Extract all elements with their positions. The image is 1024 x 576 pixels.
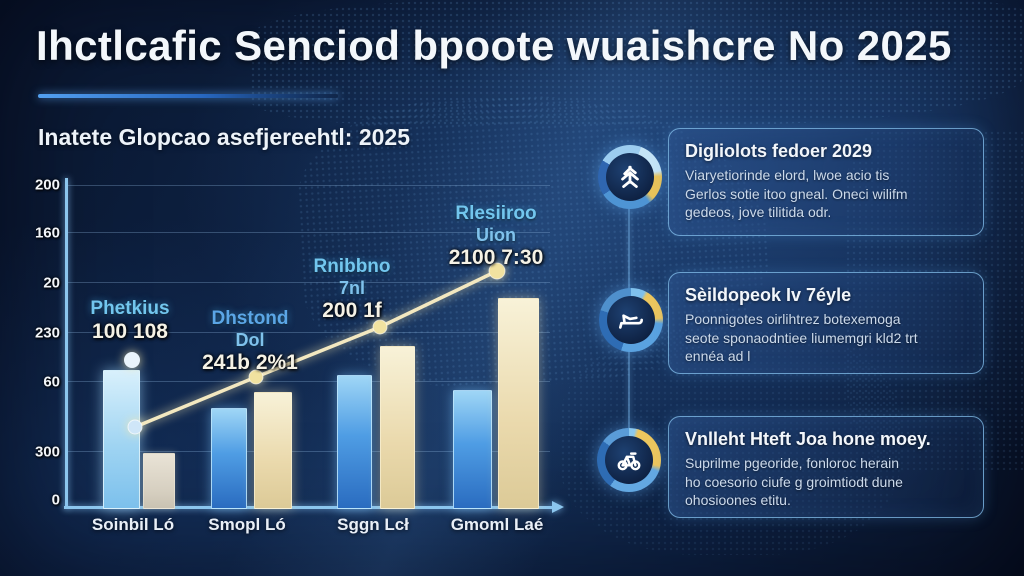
bar-cream-group3 bbox=[380, 346, 415, 509]
card-body: Suprilme pgeoride, fonloroc herain ho co… bbox=[685, 455, 903, 509]
x-label-group1: Soinbil Ló bbox=[91, 515, 175, 534]
bar-cream-group1 bbox=[143, 453, 175, 509]
annotation-group3: Rnibbno 7nl 200 1f bbox=[313, 256, 390, 323]
annotation-label: Phetkius bbox=[90, 298, 170, 319]
annotation-unit: Uion bbox=[476, 224, 516, 245]
annotation-group1: Phetkius 100 108 bbox=[90, 298, 169, 344]
gridline bbox=[68, 381, 550, 382]
gridline bbox=[68, 232, 550, 233]
x-label-group3: Sggn Lcł bbox=[337, 515, 409, 534]
annotation-label: Rlesiiroo bbox=[455, 203, 537, 224]
x-axis-arrow-icon bbox=[552, 501, 564, 513]
bar-blue-group1 bbox=[103, 370, 140, 509]
bar-blue-group3 bbox=[337, 375, 372, 509]
annotation-value: 2100 7:30 bbox=[448, 245, 544, 269]
y-tick-label: 160 bbox=[34, 224, 60, 242]
card-title: Digliolots fedoer 2029 bbox=[685, 141, 873, 161]
info-card-3: Vnlleht Hteft Joa hone moey. Suprilme pg… bbox=[668, 416, 984, 518]
annotation-value: 100 108 bbox=[92, 319, 168, 343]
figure-icon bbox=[598, 145, 662, 209]
gridline bbox=[68, 282, 550, 283]
card-title: Sèildopeok Iv 7éyle bbox=[685, 285, 852, 305]
bicycle-icon bbox=[597, 428, 661, 492]
annotation-label: Dhstond bbox=[211, 308, 289, 329]
card-body: Viaryetiorinde elord, lwoe acio tis Gerl… bbox=[685, 167, 908, 221]
y-tick-label: 20 bbox=[43, 274, 60, 292]
annotation-unit: 7nl bbox=[338, 277, 365, 298]
annotation-group4: Rlesiiroo Uion 2100 7:30 bbox=[449, 203, 544, 270]
y-tick-label: 60 bbox=[43, 373, 60, 391]
gridline bbox=[68, 451, 550, 452]
y-tick-label: 300 bbox=[34, 443, 60, 461]
x-axis bbox=[64, 506, 552, 509]
chart-subtitle: Inatete Glopcao asefjereehtl: 2025 bbox=[38, 124, 410, 150]
annotation-label: Rnibbno bbox=[313, 256, 391, 277]
annotation-unit: Dol bbox=[235, 329, 265, 350]
info-card-1: Digliolots fedoer 2029 Viaryetiorinde el… bbox=[668, 128, 984, 236]
y-tick-label: 200 bbox=[34, 176, 60, 194]
info-card-2: Sèildopeok Iv 7éyle Poonnigotes oirlihtr… bbox=[668, 272, 984, 374]
y-tick-label: 230 bbox=[34, 324, 60, 342]
title-underline bbox=[38, 94, 338, 98]
bar-cream-group2 bbox=[254, 392, 292, 509]
bar-line-chart: 200 160 20 230 60 300 0 Phetkius 100 108 bbox=[30, 170, 578, 565]
bar-cream-group4 bbox=[498, 298, 539, 509]
annotation-value: 200 1f bbox=[322, 298, 382, 322]
annotation-value: 241b 2%1 bbox=[202, 350, 298, 374]
lounge-icon bbox=[599, 288, 663, 352]
gridline bbox=[68, 185, 550, 186]
y-tick-label: 0 bbox=[51, 491, 60, 509]
y-axis bbox=[65, 178, 68, 509]
annotation-group2: Dhstond Dol 241b 2%1 bbox=[202, 308, 298, 375]
bar-blue-group2 bbox=[211, 408, 247, 509]
x-label-group4: Gmoml Laé bbox=[450, 515, 544, 534]
bar-blue-group4 bbox=[453, 390, 492, 509]
page-title: Ihctlcafic Senciod bpoote wuaishcre No 2… bbox=[36, 22, 952, 69]
highlight-dot bbox=[124, 352, 140, 368]
x-label-group2: Smopl Ló bbox=[208, 515, 286, 534]
card-body: Poonnigotes oirlihtrez botexemoga seote … bbox=[685, 311, 918, 365]
card-title: Vnlleht Hteft Joa hone moey. bbox=[685, 429, 931, 449]
